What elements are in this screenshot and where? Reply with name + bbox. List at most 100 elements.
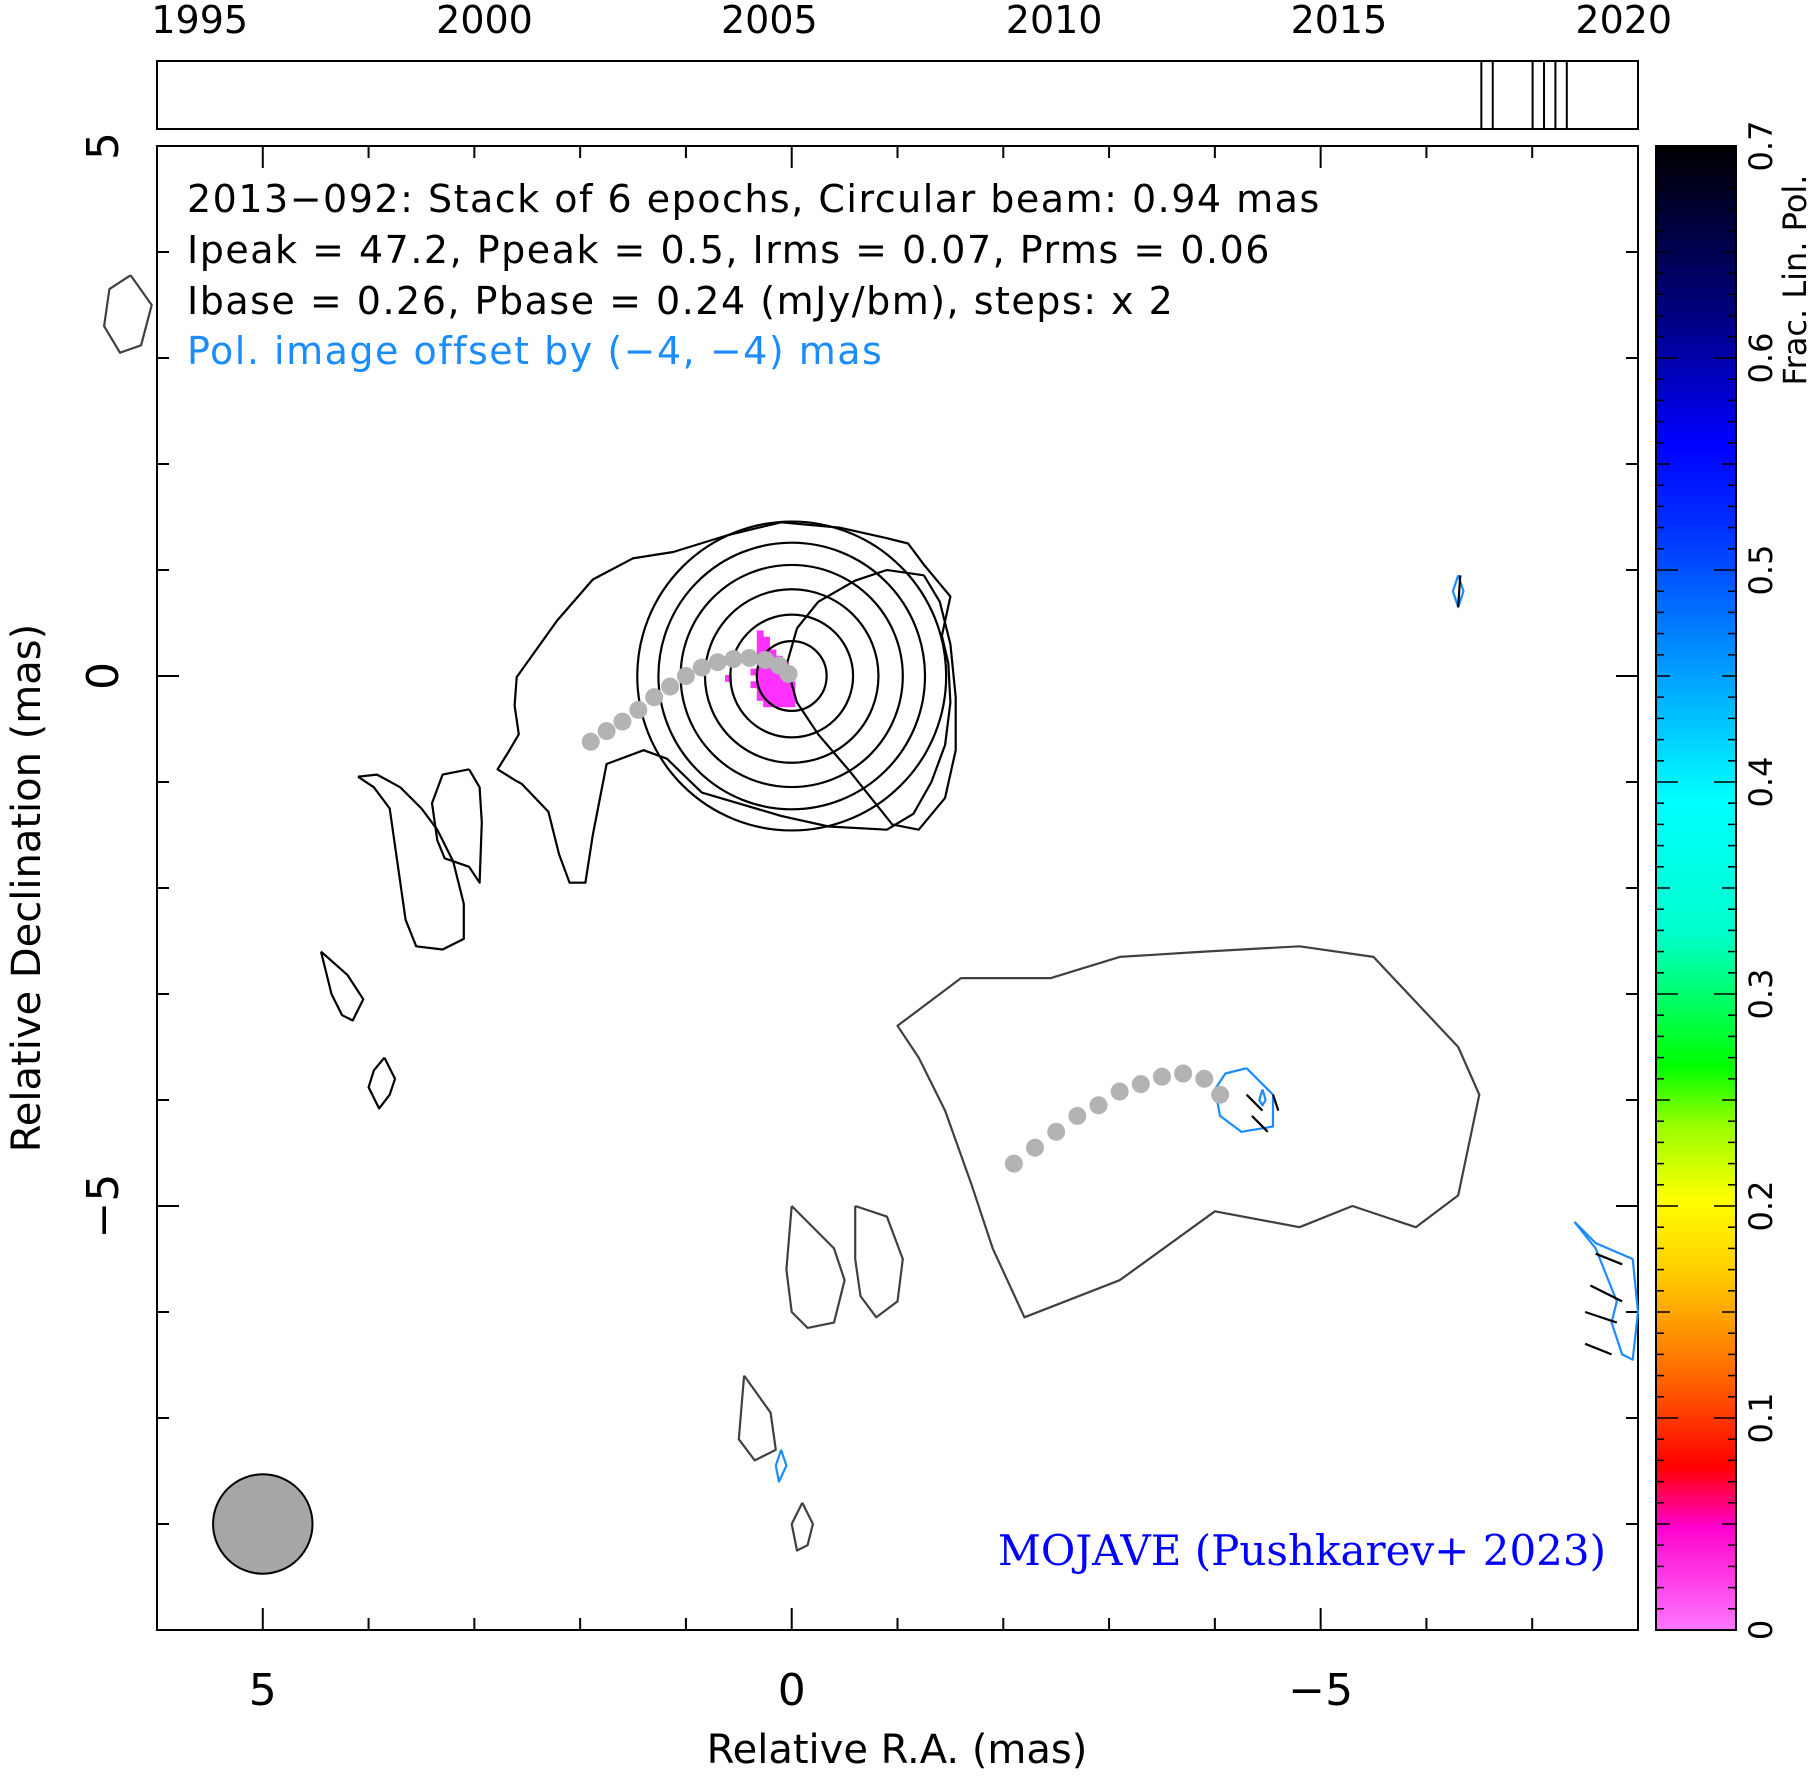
frac-pol-pixel	[782, 694, 790, 701]
offset-total-intensity-contours	[102, 274, 1481, 1552]
ridgeline-point	[740, 648, 759, 667]
colorbar-tick-label: 0.1	[1742, 1393, 1780, 1444]
evpa-tick	[1457, 575, 1462, 608]
frac-pol-pixel	[775, 681, 783, 689]
y-axis-label: Relative Declination (mas)	[4, 624, 50, 1152]
timeline-year-label: 2015	[1291, 0, 1388, 42]
pol-contour	[1258, 1089, 1267, 1107]
frac-pol-pixel	[756, 668, 764, 676]
beam-circle	[212, 1473, 314, 1575]
colorbar-tick-label: 0.2	[1742, 1181, 1780, 1232]
frac-pol-pixel	[769, 687, 777, 695]
colorbar-tick-label: 0.5	[1742, 545, 1780, 596]
colorbar-tick-label: 0.3	[1742, 969, 1780, 1020]
offset-ridgeline-point	[1174, 1064, 1193, 1083]
ridgeline-point	[629, 700, 648, 719]
frac-pol-pixel	[775, 694, 783, 701]
axis-tick-labels: 5 0 −5 5 0 −5	[78, 132, 1353, 1716]
credit-label: MOJAVE (Pushkarev+ 2023)	[998, 1526, 1606, 1575]
timeline-year-label: 2010	[1006, 0, 1103, 42]
frac-pol-pixel	[769, 694, 777, 701]
polarization-contours	[774, 574, 1640, 1483]
offset-ridgeline-point	[1068, 1106, 1087, 1125]
intensity-contour-ring	[729, 613, 855, 739]
ridgeline-point	[597, 722, 616, 741]
offset-ridgeline-point	[1089, 1096, 1108, 1115]
timeline-year-labels: 1995 2000 2005 2010 2015 2020	[151, 0, 1672, 42]
frac-pol-pixel	[769, 674, 777, 682]
offset-intensity-contour	[102, 274, 153, 354]
frac-pol-pixel	[725, 674, 732, 682]
frac-pol-pixel	[763, 643, 770, 650]
ridgeline-point	[613, 712, 632, 731]
frac-pol-pixel	[763, 681, 770, 689]
frac-pol-pixel	[750, 668, 758, 676]
colorbar: 0 0.1 0.2 0.3 0.4 0.5 0.6 0.7 Frac. Lin. Pol.	[1655, 121, 1814, 1640]
timeline-epoch-markers	[1480, 61, 1568, 129]
offset-ridgeline-point	[1152, 1067, 1171, 1086]
intensity-contour-ring	[755, 639, 828, 713]
ridgeline-point	[756, 651, 775, 670]
annotation-line-2: Ipeak = 47.2, Ppeak = 0.5, Irms = 0.07, …	[187, 228, 1271, 272]
colorbar-tick-label: 0.4	[1742, 757, 1780, 808]
evpa-tick	[1251, 1115, 1269, 1133]
annotation-line-3: Ibase = 0.26, Pbase = 0.24 (mJy/bm), ste…	[187, 279, 1174, 323]
pol-contour	[1213, 1067, 1275, 1133]
evpa-tick	[1584, 1342, 1612, 1356]
frac-pol-pixel	[750, 681, 758, 689]
jet-ridgeline	[581, 648, 798, 751]
intensity-contour	[785, 568, 957, 831]
pol-contour	[774, 1449, 788, 1483]
x-tick-label: 0	[778, 1665, 806, 1716]
frac-pol-pixel	[763, 668, 770, 676]
frac-pol-pixel	[788, 687, 796, 695]
ridgeline-point	[708, 653, 727, 672]
offset-intensity-contour	[896, 945, 1481, 1319]
y-tick-label: 0	[78, 662, 129, 690]
intensity-contour-ring	[636, 520, 948, 832]
offset-intensity-contour	[790, 1502, 815, 1552]
offset-ridgeline-point	[1047, 1122, 1066, 1141]
ridgeline-point	[676, 667, 695, 685]
ridgeline-point	[661, 677, 680, 696]
intensity-contour-ring	[657, 541, 927, 811]
timeline-panel: 1995 2000 2005 2010 2015 2020	[151, 0, 1672, 130]
frac-pol-pixel	[756, 643, 764, 650]
frac-pol-pixel	[756, 636, 764, 644]
offset-ridgeline-point	[1026, 1138, 1045, 1157]
frac-pol-pixel	[769, 649, 777, 657]
frac-pol-pixel	[788, 694, 796, 701]
ridgeline-point	[724, 650, 743, 669]
offset-ridgeline-point	[1211, 1085, 1230, 1104]
intensity-contour-ring	[703, 588, 880, 764]
offset-intensity-contour	[854, 1204, 904, 1319]
y-tick-label: −5	[78, 1174, 129, 1239]
ridgeline-point	[645, 688, 664, 707]
frac-pol-pixel	[763, 694, 770, 701]
colorbar-tick-label: 0.6	[1742, 333, 1780, 384]
evpa-tick	[1589, 1284, 1623, 1303]
offset-ridgeline-point	[1004, 1154, 1023, 1173]
pol-contour	[1573, 1221, 1640, 1361]
plot-tick-marks	[156, 145, 1639, 1631]
annotation-line-1: 2013−092: Stack of 6 epochs, Circular be…	[187, 177, 1321, 221]
frac-pol-pixel	[756, 694, 764, 701]
frac-pol-pixel	[763, 687, 770, 695]
evpa-tick	[1584, 1310, 1618, 1324]
frac-pol-pixel	[763, 700, 770, 708]
x-axis-label: Relative R.A. (mas)	[707, 1727, 1088, 1773]
main-plot: 2013−092: Stack of 6 epochs, Circular be…	[4, 132, 1640, 1773]
intensity-contour	[496, 521, 952, 884]
frac-pol-pixel	[769, 681, 777, 689]
timeline-year-label: 2000	[436, 0, 533, 42]
frac-pol-pixel	[769, 700, 777, 708]
frac-pol-pixel	[775, 674, 783, 682]
offset-ridgeline-point	[1110, 1082, 1129, 1101]
frac-pol-pixel	[756, 674, 764, 682]
frac-pol-pixel	[763, 674, 770, 682]
frac-pol-pixel	[782, 700, 790, 708]
intensity-contour	[430, 768, 483, 884]
frac-pol-pixel	[775, 687, 783, 695]
offset-intensity-contour	[737, 1374, 777, 1462]
